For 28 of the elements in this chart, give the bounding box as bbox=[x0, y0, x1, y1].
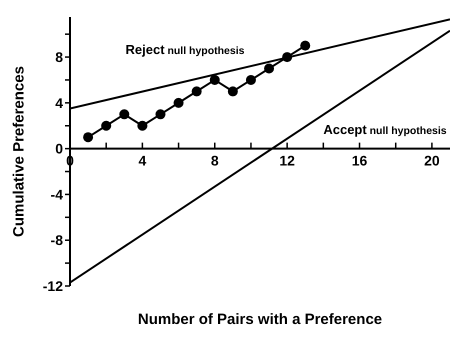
y-tick-label: -4 bbox=[50, 186, 64, 202]
point bbox=[282, 52, 292, 62]
point bbox=[83, 132, 94, 142]
y-tick-label: 4 bbox=[55, 94, 64, 111]
y-tick-label: -12 bbox=[42, 278, 64, 294]
point bbox=[192, 86, 202, 96]
y-tick-label: -8 bbox=[50, 232, 64, 248]
point bbox=[210, 74, 220, 85]
y-axis-title: Cumulative Preferences bbox=[10, 66, 28, 237]
y-tick-label: 0 bbox=[55, 140, 64, 157]
point bbox=[101, 120, 112, 131]
annotation: Reject null hypothesis bbox=[126, 42, 245, 57]
point bbox=[137, 120, 148, 131]
x-tick-label: 16 bbox=[352, 152, 368, 169]
point bbox=[228, 86, 238, 96]
x-tick-label: 20 bbox=[424, 152, 440, 169]
point bbox=[174, 98, 184, 108]
point bbox=[155, 109, 166, 120]
annotation: Accept null hypothesis bbox=[323, 122, 447, 137]
point bbox=[246, 74, 256, 85]
point bbox=[300, 40, 310, 51]
point bbox=[264, 64, 274, 74]
point bbox=[119, 109, 130, 120]
x-axis-title: Number of Pairs with a Preference bbox=[138, 311, 382, 328]
x-tick-label: 8 bbox=[210, 152, 219, 169]
x-tick-label: 4 bbox=[138, 152, 146, 169]
x-tick-label: 12 bbox=[279, 152, 296, 169]
y-tick-label: 8 bbox=[55, 49, 64, 66]
